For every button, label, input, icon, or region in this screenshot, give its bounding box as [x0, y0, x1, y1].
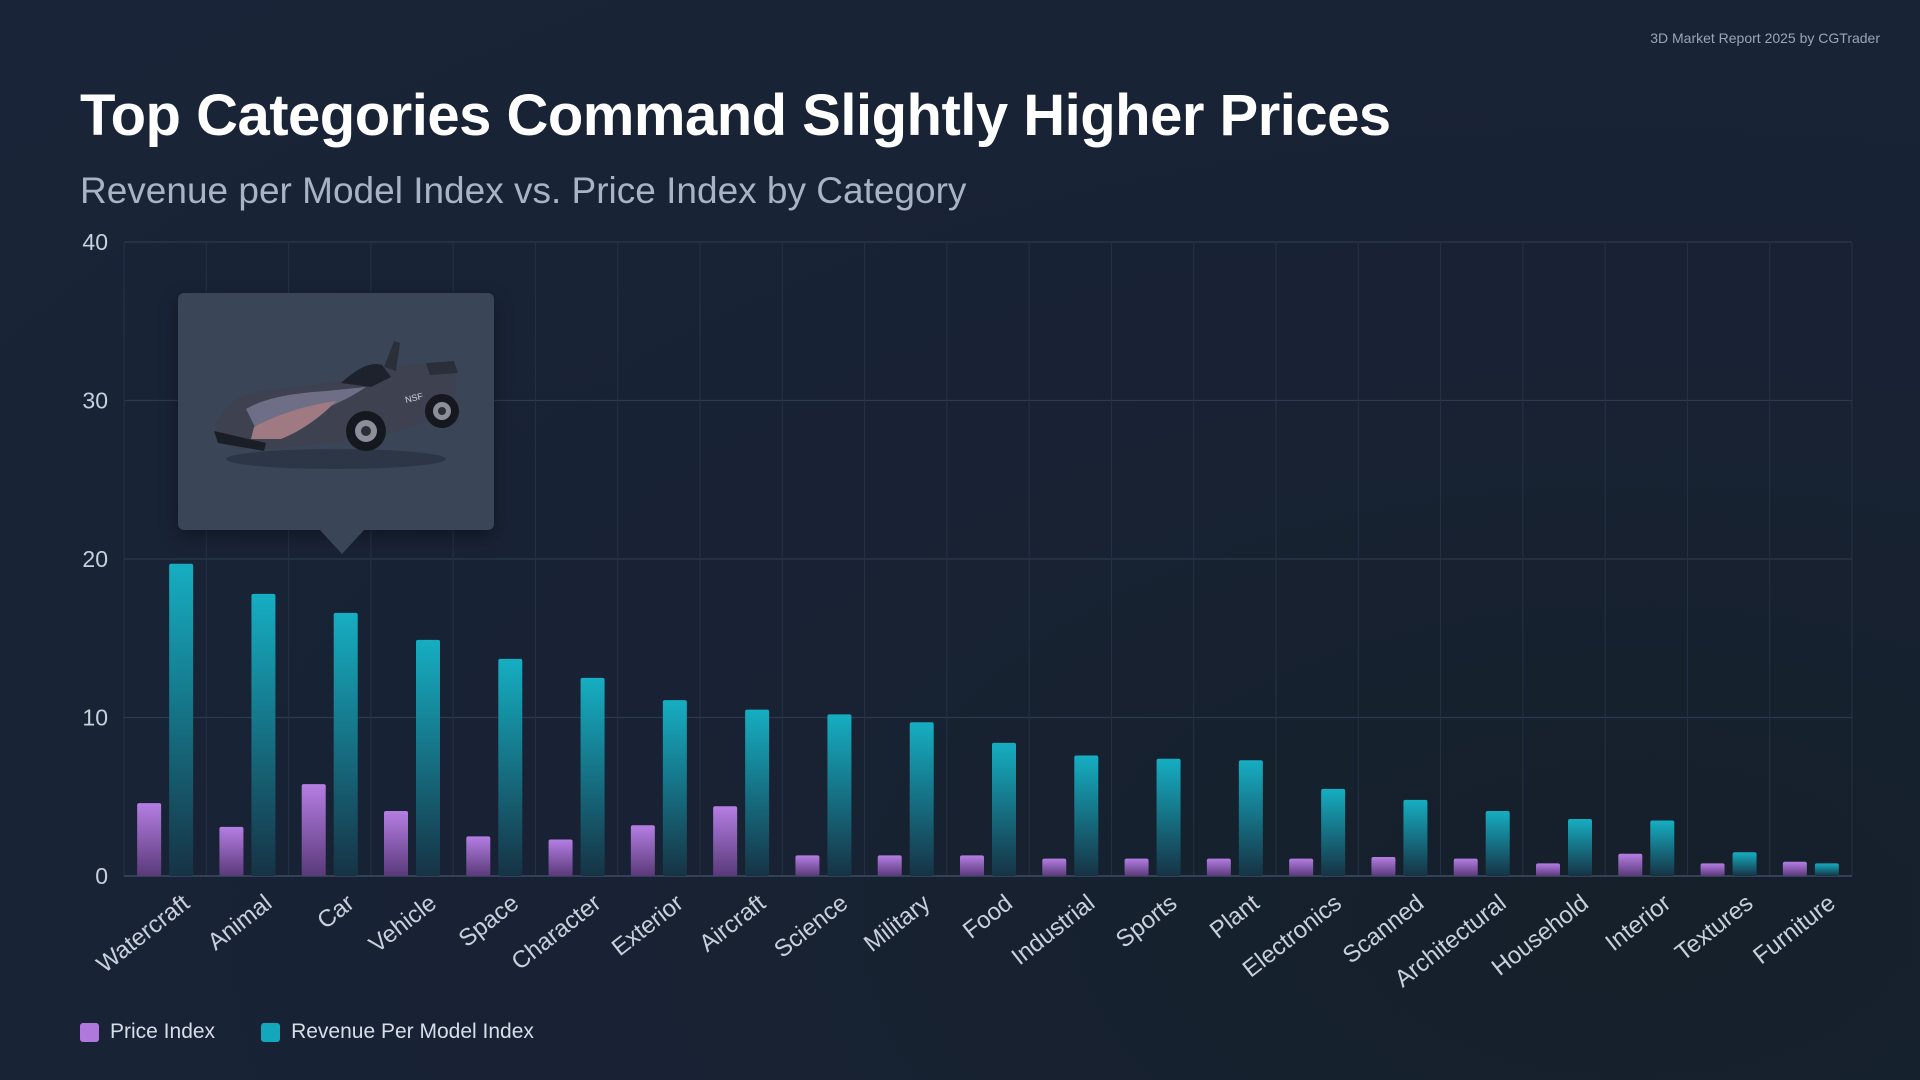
bar-price-car[interactable] [301, 784, 326, 876]
svg-text:NSF: NSF [404, 391, 424, 405]
bar-price-aircraft[interactable] [713, 806, 738, 876]
legend-label-price: Price Index [110, 1020, 216, 1043]
bar-price-household[interactable] [1536, 863, 1560, 876]
y-tick-label: 20 [82, 546, 108, 572]
bar-price-industrial[interactable] [1042, 858, 1067, 876]
chart-legend: Price Index Revenue Per Model Index [80, 1020, 534, 1044]
x-tick-label: Animal [203, 889, 277, 955]
race-car-icon: NSF [214, 341, 459, 469]
tooltip-arrow [320, 530, 364, 554]
x-tick-label: Space [454, 889, 524, 952]
y-tick-label: 40 [82, 229, 108, 255]
bar-price-architectural[interactable] [1453, 858, 1478, 876]
bar-price-science[interactable] [795, 855, 820, 876]
x-tick-label: Character [507, 889, 607, 975]
bar-price-animal[interactable] [219, 826, 244, 876]
bar-revenue-car[interactable] [333, 612, 358, 876]
bar-price-furniture[interactable] [1782, 861, 1807, 876]
x-tick-label: Sports [1111, 889, 1182, 953]
bar-revenue-space[interactable] [498, 658, 523, 876]
bar-revenue-scanned[interactable] [1403, 799, 1428, 876]
bar-revenue-watercraft[interactable] [169, 563, 194, 876]
bar-revenue-exterior[interactable] [662, 700, 687, 876]
bar-revenue-character[interactable] [580, 677, 605, 876]
legend-item-price[interactable]: Price Index [80, 1020, 215, 1044]
bar-revenue-aircraft[interactable] [745, 709, 770, 876]
x-tick-label: Plant [1205, 889, 1265, 944]
x-tick-label: Military [859, 889, 936, 957]
bar-revenue-architectural[interactable] [1485, 811, 1510, 876]
bar-revenue-animal[interactable] [251, 593, 276, 876]
chart-subtitle: Revenue per Model Index vs. Price Index … [80, 170, 967, 211]
bar-layer [137, 563, 1839, 876]
bar-price-interior[interactable] [1618, 853, 1643, 876]
chart-title: Top Categories Command Slightly Higher P… [80, 83, 1391, 148]
y-tick-label: 30 [82, 388, 108, 414]
bar-revenue-textures[interactable] [1732, 852, 1757, 876]
legend-item-revenue[interactable]: Revenue Per Model Index [261, 1020, 534, 1044]
bar-price-character[interactable] [548, 839, 573, 876]
bar-revenue-plant[interactable] [1238, 760, 1263, 876]
price-swatch [80, 1022, 99, 1042]
bar-price-scanned[interactable] [1371, 856, 1396, 876]
x-tick-label: Industrial [1007, 889, 1100, 970]
x-tick-label: Aircraft [694, 889, 771, 957]
bar-price-textures[interactable] [1700, 863, 1725, 876]
report-credit: 3D Market Report 2025 by CGTrader [1650, 30, 1880, 46]
revenue-swatch [261, 1022, 281, 1042]
bar-price-military[interactable] [877, 855, 902, 876]
x-tick-label: Textures [1670, 889, 1758, 966]
bar-revenue-electronics[interactable] [1321, 788, 1346, 876]
y-tick-label: 10 [82, 705, 108, 731]
bar-price-sports[interactable] [1124, 858, 1149, 876]
bar-revenue-furniture[interactable] [1814, 863, 1839, 876]
x-tick-label: Exterior [607, 889, 689, 961]
x-tick-label: Furniture [1748, 889, 1840, 969]
x-tick-label: Food [958, 889, 1018, 944]
bar-revenue-interior[interactable] [1650, 820, 1675, 876]
bar-price-food[interactable] [960, 855, 984, 876]
x-tick-label: Car [312, 889, 359, 934]
bar-revenue-sports[interactable] [1156, 758, 1181, 876]
x-tick-label: Watercraft [92, 889, 195, 978]
bar-price-vehicle[interactable] [384, 811, 408, 876]
x-tick-label: Interior [1600, 889, 1675, 956]
bar-revenue-industrial[interactable] [1074, 755, 1099, 876]
bar-revenue-household[interactable] [1568, 818, 1592, 876]
y-tick-label: 0 [95, 863, 108, 889]
bar-revenue-food[interactable] [992, 742, 1016, 876]
bar-revenue-vehicle[interactable] [416, 639, 440, 876]
bar-revenue-military[interactable] [909, 722, 934, 876]
bar-revenue-science[interactable] [827, 714, 852, 876]
bar-price-space[interactable] [466, 836, 491, 876]
x-tick-label: Science [769, 889, 853, 963]
legend-label-revenue: Revenue Per Model Index [291, 1020, 534, 1043]
hover-tooltip: NSF [178, 293, 494, 554]
bar-price-watercraft[interactable] [137, 803, 162, 876]
x-tick-label: Vehicle [364, 889, 442, 958]
bar-price-electronics[interactable] [1289, 858, 1314, 876]
bar-price-exterior[interactable] [630, 825, 655, 876]
bar-price-plant[interactable] [1206, 858, 1231, 876]
